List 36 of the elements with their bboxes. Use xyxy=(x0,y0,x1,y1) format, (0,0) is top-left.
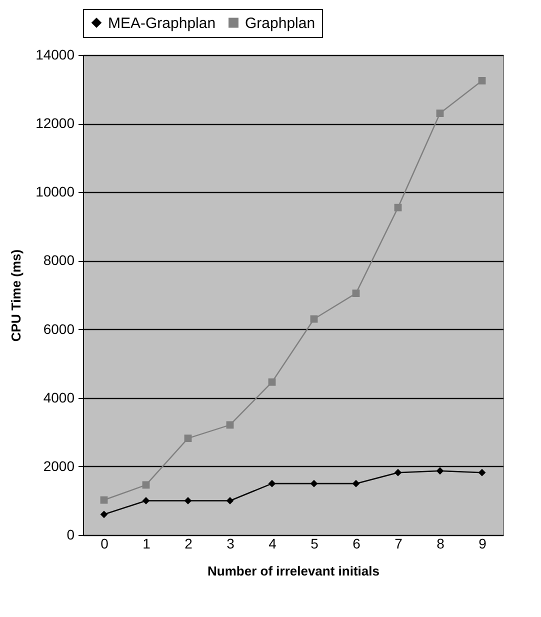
point xyxy=(310,480,318,488)
y-tick-label: 8000 xyxy=(43,252,75,268)
y-tick-label: 10000 xyxy=(36,184,75,200)
point xyxy=(142,481,150,489)
x-tick-label: 6 xyxy=(352,536,361,552)
y-axis-title: CPU Time (ms) xyxy=(8,249,24,342)
point xyxy=(268,480,276,488)
x-tick-label: 8 xyxy=(436,536,445,552)
point xyxy=(268,378,276,386)
point xyxy=(478,468,486,476)
point xyxy=(478,77,486,84)
x-tick-label: 1 xyxy=(142,536,151,552)
point xyxy=(352,480,360,488)
x-tick-label: 4 xyxy=(268,536,277,552)
y-tick-label: 6000 xyxy=(43,320,75,337)
x-tick-label: 7 xyxy=(394,536,403,552)
x-tick-label: 9 xyxy=(478,536,487,552)
point xyxy=(394,204,402,212)
y-tick-label: 14000 xyxy=(36,46,75,62)
point xyxy=(184,434,192,442)
point xyxy=(226,421,234,429)
x-tick-label: 0 xyxy=(100,536,109,552)
point xyxy=(436,110,444,117)
point xyxy=(100,510,108,518)
x-axis-title: Number of irrelevant initials xyxy=(208,564,380,578)
y-tick-label: 12000 xyxy=(36,115,75,132)
x-tick-label: 3 xyxy=(226,536,235,552)
y-tick-label: 4000 xyxy=(43,389,75,406)
point xyxy=(436,467,444,475)
x-tick-label: 2 xyxy=(184,536,193,552)
y-tick-label: 2000 xyxy=(43,458,75,474)
point xyxy=(352,290,360,297)
point xyxy=(394,468,402,476)
x-tick-label: 5 xyxy=(310,536,319,552)
legend-label: Graphplan xyxy=(245,14,316,32)
legend-label: MEA-Graphplan xyxy=(108,14,216,32)
